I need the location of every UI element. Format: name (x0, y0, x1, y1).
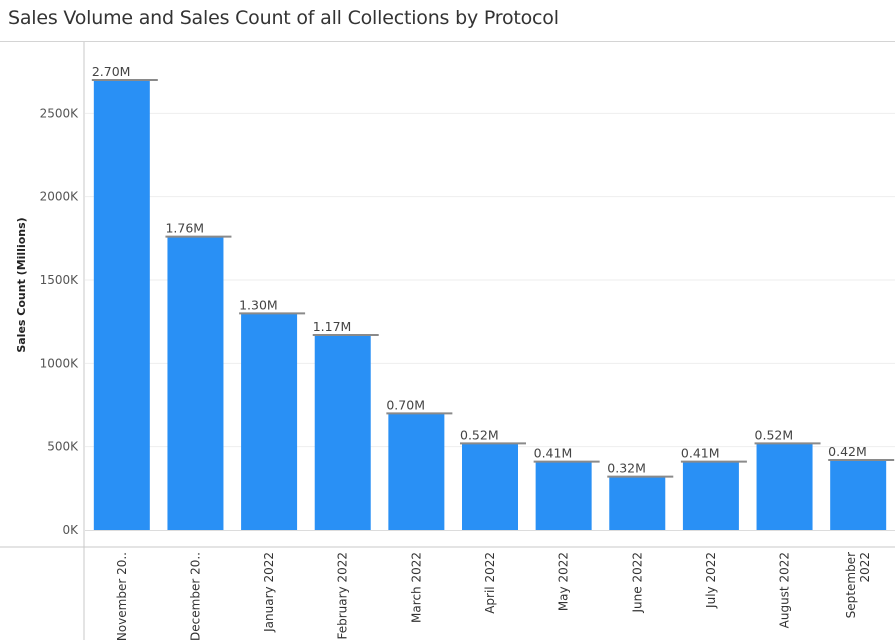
data-label: 0.70M (386, 397, 425, 412)
y-axis-title: Sales Count (Millions) (15, 217, 28, 352)
x-tick-label: March 2022 (409, 552, 423, 623)
data-label: 0.32M (607, 461, 646, 476)
bar (682, 461, 739, 530)
x-tick-label: February 2022 (336, 552, 350, 640)
bar (535, 461, 592, 530)
x-tick-label: July 2022 (704, 552, 718, 609)
y-tick-label: 2500K (40, 106, 80, 120)
bar (314, 335, 371, 530)
data-label: 0.52M (460, 427, 499, 442)
x-tick-label: April 2022 (483, 552, 497, 614)
y-tick-label: 1000K (40, 356, 80, 370)
y-tick-label: 0K (62, 523, 79, 537)
x-tick-label: 2022 (858, 552, 872, 583)
bar (241, 313, 298, 530)
data-label: 0.41M (534, 446, 573, 461)
x-tick-label: May 2022 (557, 552, 571, 611)
y-tick-label: 500K (47, 440, 79, 454)
data-label: 0.41M (681, 446, 720, 461)
y-tick-label: 1500K (40, 273, 80, 287)
x-tick-label: January 2022 (262, 552, 276, 633)
bar (462, 443, 518, 530)
x-tick-label: December 20.. (188, 552, 202, 641)
data-label: 0.52M (755, 427, 794, 442)
bar (609, 476, 666, 530)
chart-title: Sales Volume and Sales Count of all Coll… (8, 7, 559, 29)
data-label: 2.70M (92, 64, 131, 79)
bar (388, 413, 445, 530)
y-tick-label: 2000K (40, 190, 80, 204)
data-label: 1.76M (165, 221, 204, 236)
x-tick-label: November 20.. (115, 552, 129, 641)
bar (830, 460, 887, 530)
bar (756, 443, 813, 530)
x-tick-label: September (844, 552, 858, 618)
bar (93, 80, 150, 530)
title-divider (0, 41, 895, 42)
data-label: 1.17M (313, 319, 352, 334)
data-label: 1.30M (239, 297, 278, 312)
x-tick-label: August 2022 (778, 552, 792, 628)
x-tick-label: June 2022 (630, 552, 644, 614)
data-label: 0.42M (828, 444, 867, 459)
bar (167, 236, 224, 530)
